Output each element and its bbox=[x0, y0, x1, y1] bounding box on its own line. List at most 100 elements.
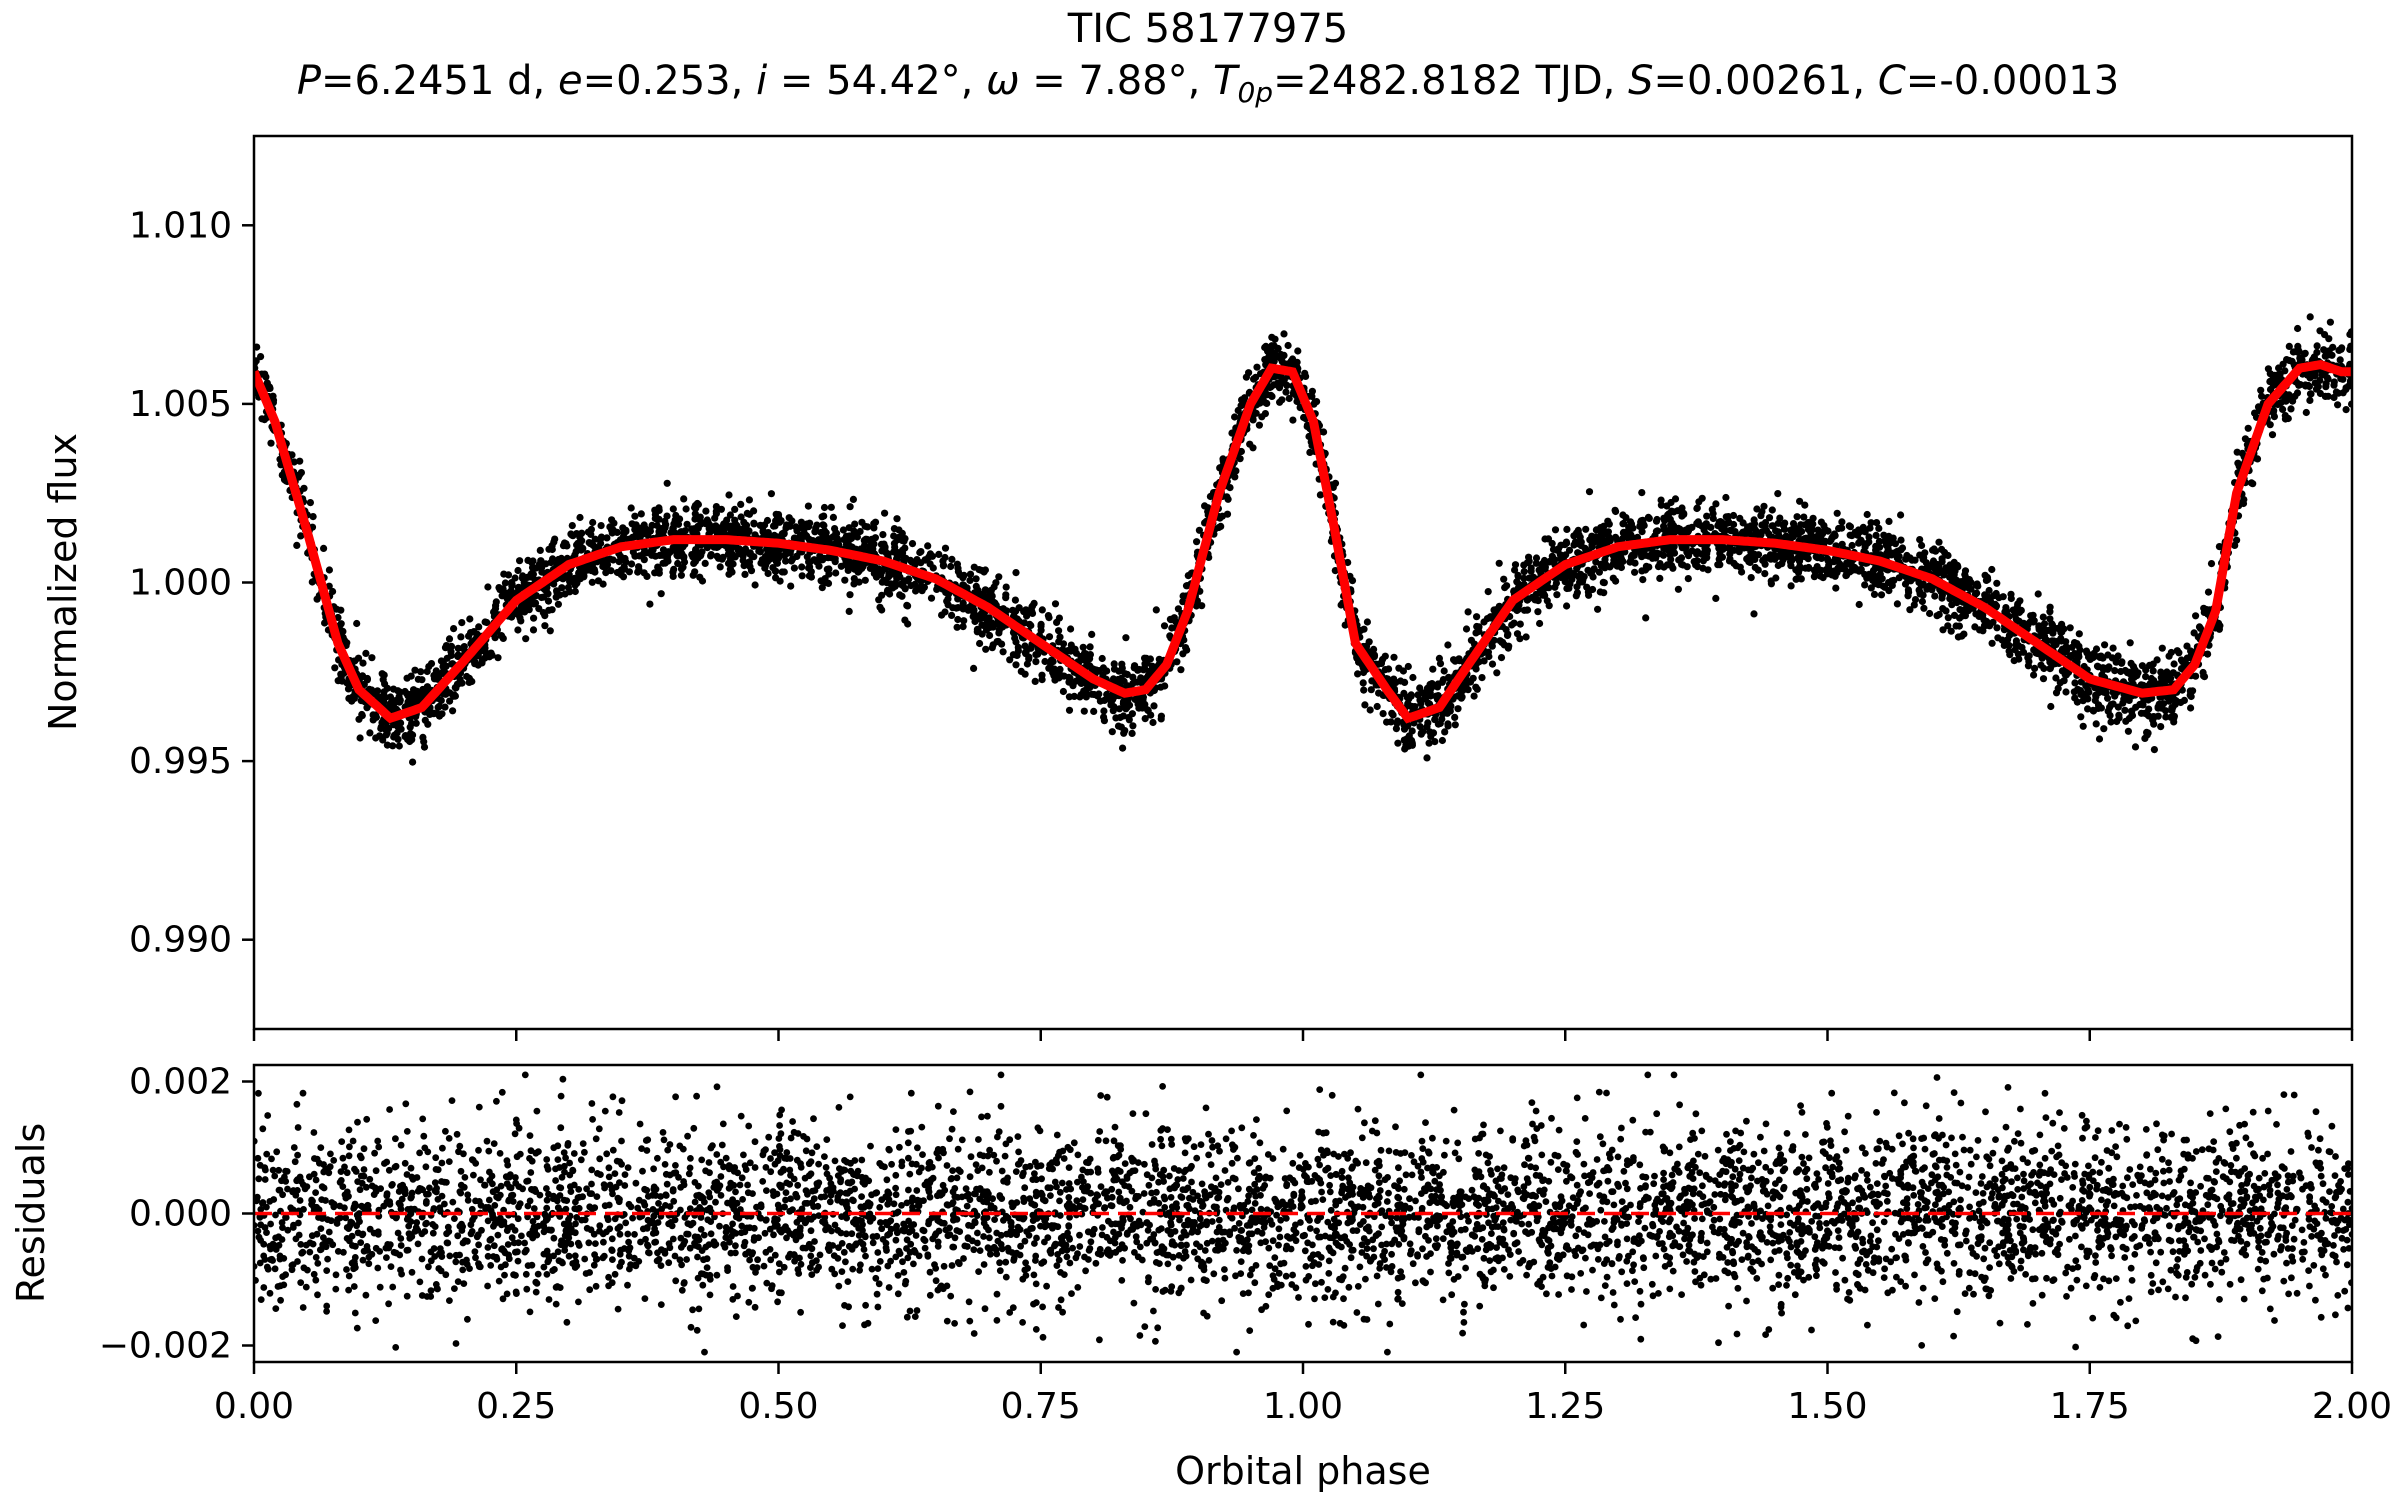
flux-point bbox=[1683, 548, 1691, 556]
flux-point bbox=[508, 613, 516, 621]
flux-point bbox=[1173, 658, 1181, 666]
flux-point bbox=[529, 626, 538, 634]
flux-point bbox=[1408, 739, 1416, 747]
flux-point bbox=[1271, 335, 1279, 343]
flux-point bbox=[707, 551, 715, 559]
flux-point bbox=[796, 532, 805, 540]
flux-point bbox=[2142, 673, 2150, 681]
flux-point bbox=[711, 514, 719, 522]
flux-point bbox=[941, 544, 950, 552]
flux-point bbox=[2046, 608, 2054, 616]
flux-point bbox=[1795, 527, 1803, 535]
flux-point bbox=[1141, 715, 1149, 723]
flux-point bbox=[356, 734, 364, 742]
flux-point bbox=[986, 631, 994, 640]
flux-point bbox=[508, 580, 516, 588]
flux-point bbox=[1041, 657, 1049, 666]
flux-point bbox=[1754, 551, 1763, 559]
flux-point bbox=[782, 557, 790, 565]
flux-point bbox=[1012, 607, 1020, 615]
subtitle-T0p: 2482.8182 TJD bbox=[1307, 58, 1603, 104]
flux-point bbox=[2084, 705, 2092, 713]
flux-point bbox=[2306, 390, 2315, 398]
flux-point bbox=[1130, 664, 1138, 672]
flux-point bbox=[1838, 518, 1846, 526]
flux-point bbox=[2303, 371, 2312, 379]
flux-point bbox=[2300, 350, 2309, 358]
flux-point bbox=[2039, 675, 2048, 683]
flux-point bbox=[2155, 700, 2163, 708]
flux-point bbox=[1532, 559, 1540, 567]
flux-point bbox=[2342, 384, 2350, 392]
flux-point bbox=[782, 524, 790, 532]
flux-point bbox=[953, 623, 961, 631]
flux-point bbox=[2346, 378, 2352, 386]
flux-point bbox=[804, 502, 813, 510]
flux-point bbox=[1959, 581, 1967, 589]
flux-point bbox=[1817, 572, 1825, 580]
flux-point bbox=[1875, 537, 1883, 546]
flux-point bbox=[466, 615, 474, 623]
flux-point bbox=[1541, 563, 1549, 571]
flux-point bbox=[2097, 704, 2105, 712]
flux-point bbox=[750, 520, 758, 528]
flux-point bbox=[879, 531, 887, 539]
flux-point bbox=[1955, 622, 1963, 630]
flux-point bbox=[712, 503, 721, 511]
flux-point bbox=[985, 591, 994, 599]
flux-point bbox=[1475, 623, 1483, 631]
flux-point bbox=[846, 503, 854, 511]
flux-point bbox=[295, 471, 304, 479]
flux-point bbox=[1904, 586, 1912, 594]
flux-point bbox=[1246, 440, 1254, 448]
flux-point bbox=[724, 559, 733, 568]
flux-point bbox=[696, 573, 704, 581]
flux-point bbox=[1863, 539, 1871, 548]
flux-point bbox=[2115, 714, 2123, 722]
flux-point bbox=[2132, 703, 2140, 711]
flux-point bbox=[853, 533, 862, 541]
flux-point bbox=[1972, 581, 1980, 589]
flux-point bbox=[1071, 645, 1079, 653]
flux-point bbox=[409, 758, 417, 766]
flux-point bbox=[2336, 356, 2344, 364]
flux-point bbox=[2075, 630, 2083, 638]
flux-point bbox=[746, 563, 754, 571]
flux-point bbox=[1242, 373, 1250, 381]
flux-point bbox=[1745, 558, 1753, 566]
flux-point bbox=[1031, 677, 1039, 686]
flux-point bbox=[334, 613, 342, 622]
flux-point bbox=[744, 528, 753, 536]
flux-point bbox=[1392, 725, 1400, 733]
flux-point bbox=[597, 533, 606, 541]
flux-point bbox=[2118, 658, 2126, 666]
flux-point bbox=[881, 509, 889, 517]
flux-point bbox=[522, 635, 530, 643]
flux-point bbox=[1638, 489, 1646, 497]
flux-point bbox=[725, 491, 733, 499]
flux-point bbox=[1152, 606, 1160, 614]
flux-point bbox=[692, 546, 700, 554]
flux-point bbox=[2306, 313, 2314, 321]
flux-point bbox=[1236, 455, 1244, 463]
flux-point bbox=[1306, 448, 1314, 456]
flux-point bbox=[1942, 607, 1950, 615]
flux-point bbox=[2084, 695, 2092, 703]
flux-point bbox=[2285, 342, 2293, 350]
flux-point bbox=[1120, 729, 1128, 737]
flux-point bbox=[306, 499, 314, 507]
flux-point bbox=[1438, 678, 1446, 686]
flux-point bbox=[851, 520, 859, 528]
flux-point bbox=[1765, 514, 1774, 522]
flux-point bbox=[1660, 563, 1668, 571]
flux-point bbox=[514, 626, 522, 634]
flux-point bbox=[972, 575, 980, 583]
flux-point bbox=[1138, 704, 1146, 712]
flux-point bbox=[656, 551, 664, 560]
flux-point bbox=[1848, 532, 1856, 540]
flux-point bbox=[481, 618, 489, 626]
flux-point bbox=[1455, 691, 1464, 700]
flux-point bbox=[855, 578, 863, 586]
flux-point bbox=[337, 620, 345, 628]
flux-point bbox=[631, 552, 639, 560]
